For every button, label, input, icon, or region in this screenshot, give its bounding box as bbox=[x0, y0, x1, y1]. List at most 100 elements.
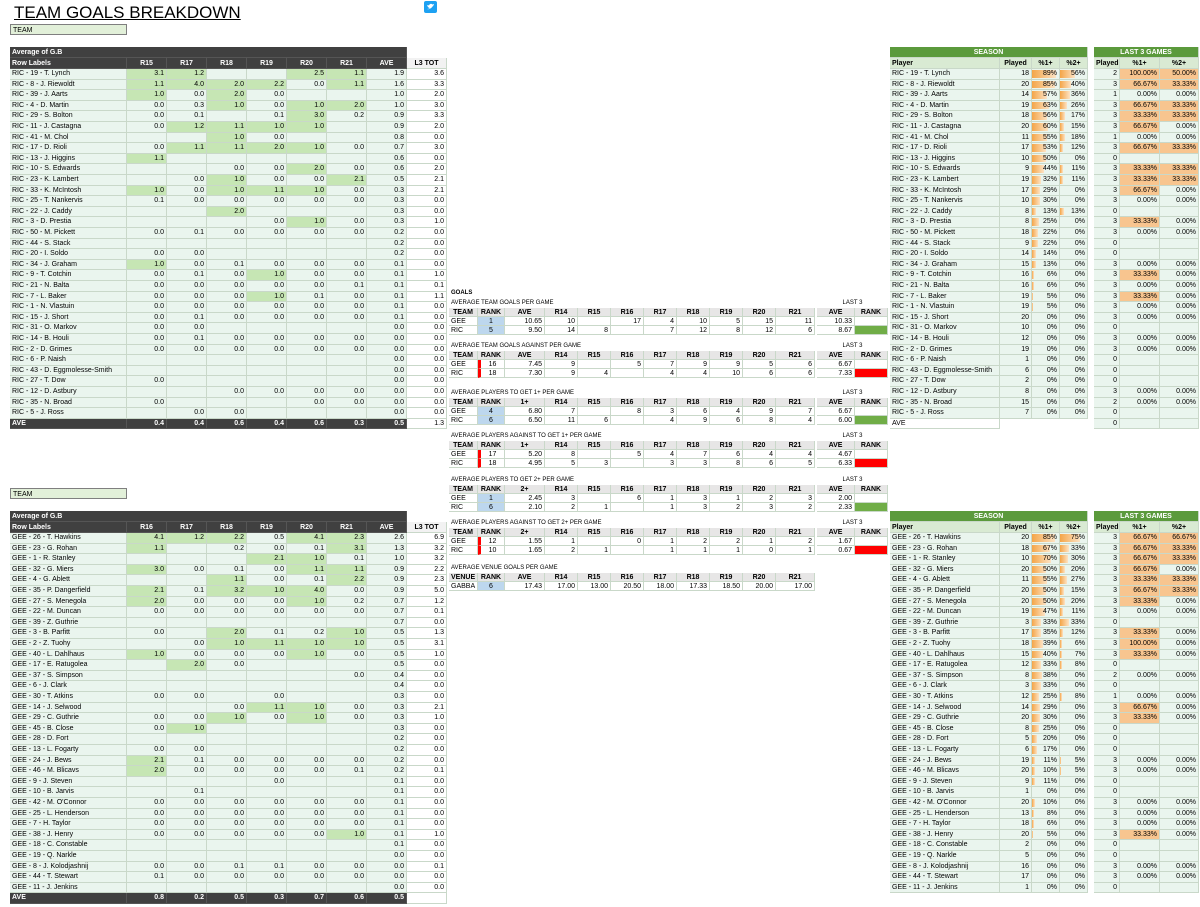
column-header: R19 bbox=[710, 308, 743, 317]
value-cell: 3 bbox=[1094, 829, 1120, 841]
column-header: L3 TOT bbox=[407, 58, 447, 69]
value-cell: 18 bbox=[1000, 69, 1032, 80]
column-header: R18 bbox=[677, 398, 710, 407]
value-cell: 0.0 bbox=[167, 692, 207, 703]
value-cell bbox=[287, 90, 327, 101]
value-cell: 22% bbox=[1032, 238, 1060, 250]
value-cell: 17.43 bbox=[505, 582, 545, 591]
value-cell bbox=[1160, 681, 1199, 692]
value-cell: 2.6 bbox=[367, 533, 407, 544]
value-cell: 0% bbox=[1060, 249, 1088, 260]
value-cell: 20 bbox=[1000, 122, 1032, 133]
cell-text: 33% bbox=[1070, 618, 1085, 626]
value-cell: 0% bbox=[1060, 355, 1088, 366]
value-cell: 0% bbox=[1060, 882, 1088, 894]
value-cell: 0.0 bbox=[127, 829, 167, 841]
value-cell bbox=[247, 681, 287, 692]
column-header: R16 bbox=[611, 485, 644, 494]
player-label: RIC - 9 - T. Cotchin bbox=[890, 270, 1000, 281]
player-label: GEE - 42 - M. O'Connor bbox=[10, 798, 127, 809]
value-cell: 0.00% bbox=[1160, 670, 1199, 682]
value-cell: 0% bbox=[1060, 238, 1088, 250]
value-cell: 0.0 bbox=[127, 323, 167, 334]
cell-text: 11% bbox=[1043, 777, 1058, 785]
value-cell: 85% bbox=[1032, 533, 1060, 544]
data-bar bbox=[1032, 133, 1047, 142]
total-cell: 0.3 bbox=[327, 418, 367, 430]
value-cell: 0.0 bbox=[287, 798, 327, 809]
cell-text: 18 bbox=[1021, 820, 1029, 828]
value-cell: 33.33% bbox=[1120, 111, 1160, 122]
value-cell bbox=[287, 408, 327, 419]
last3-caption: LAST 3 bbox=[842, 477, 863, 483]
data-bar bbox=[1032, 756, 1035, 765]
column-header: 1+ bbox=[505, 398, 545, 407]
value-cell: 0 bbox=[1094, 787, 1120, 798]
value-cell: 0 bbox=[1094, 355, 1120, 366]
data-bar bbox=[1032, 724, 1039, 733]
data-bar bbox=[1032, 154, 1046, 163]
value-cell bbox=[247, 723, 287, 735]
player-label: RIC - 8 - J. Riewoldt bbox=[10, 79, 127, 91]
value-cell: 2 bbox=[776, 537, 815, 546]
value-cell: 0 bbox=[1094, 681, 1120, 692]
value-cell: 3 bbox=[1094, 175, 1120, 186]
cell-text: 0% bbox=[1074, 345, 1085, 353]
row-labels-header[interactable]: Row Labels bbox=[10, 58, 127, 69]
team-filter[interactable]: TEAM bbox=[10, 24, 127, 35]
value-cell: 7 bbox=[677, 450, 710, 459]
data-bar bbox=[1032, 544, 1051, 553]
value-cell: 0 bbox=[1094, 249, 1120, 260]
data-bar bbox=[1032, 250, 1036, 258]
cell-text: 10 bbox=[1021, 197, 1029, 205]
value-cell: 0.00% bbox=[1120, 808, 1160, 820]
value-cell bbox=[127, 639, 167, 650]
value-cell: 0.0 bbox=[247, 90, 287, 101]
value-cell: 5 bbox=[710, 317, 743, 326]
value-cell: 0.0 bbox=[207, 387, 247, 398]
column-header: R18 bbox=[207, 522, 247, 533]
column-header: AVE bbox=[817, 485, 855, 494]
value-cell: 2.2 bbox=[327, 575, 367, 586]
value-cell: 0.7 bbox=[367, 617, 407, 629]
value-cell: 33.33% bbox=[1160, 543, 1199, 555]
twitter-icon[interactable] bbox=[424, 1, 437, 13]
value-cell: 0.0 bbox=[247, 607, 287, 618]
value-cell: 0.2 bbox=[367, 766, 407, 777]
value-cell bbox=[287, 376, 327, 387]
value-cell bbox=[127, 132, 167, 144]
cell-text: 20 bbox=[1021, 767, 1029, 775]
value-cell bbox=[127, 554, 167, 565]
value-cell bbox=[327, 787, 367, 798]
cell-text: 1 bbox=[1025, 788, 1029, 796]
cell-text: 0% bbox=[1046, 366, 1057, 374]
value-cell: 9 bbox=[545, 369, 578, 378]
value-cell bbox=[247, 206, 287, 218]
cell-text: 36% bbox=[1070, 91, 1085, 99]
value-cell: 5 bbox=[1000, 851, 1032, 862]
row-labels-header[interactable]: Row Labels bbox=[10, 522, 127, 533]
value-cell: 8 bbox=[1000, 670, 1032, 682]
value-cell bbox=[327, 90, 367, 101]
value-cell bbox=[327, 617, 367, 629]
value-cell: 10 bbox=[545, 317, 578, 326]
cell-text: 17% bbox=[1070, 112, 1085, 120]
value-cell: 0.0 bbox=[287, 228, 327, 239]
value-cell bbox=[327, 851, 367, 862]
value-cell: 3 bbox=[1000, 617, 1032, 629]
value-cell: 0.0 bbox=[167, 861, 207, 873]
value-cell: 1.0 bbox=[127, 649, 167, 661]
cell-text: 20% bbox=[1070, 565, 1085, 573]
player-label: RIC - 39 - J. Aarts bbox=[10, 90, 127, 101]
player-label: GEE - 29 - C. Guthrie bbox=[10, 713, 127, 724]
value-cell: 0% bbox=[1060, 702, 1088, 714]
value-cell: 3 bbox=[1094, 143, 1120, 154]
team-filter[interactable]: TEAM bbox=[10, 488, 127, 499]
column-header: R21 bbox=[776, 528, 815, 537]
value-cell: 0.1 bbox=[207, 259, 247, 271]
value-cell: 6 bbox=[677, 407, 710, 416]
value-cell: 0% bbox=[1060, 787, 1088, 798]
cell-text: 8% bbox=[1046, 809, 1057, 817]
cell-text: 0% bbox=[1074, 186, 1085, 194]
value-cell bbox=[127, 670, 167, 682]
